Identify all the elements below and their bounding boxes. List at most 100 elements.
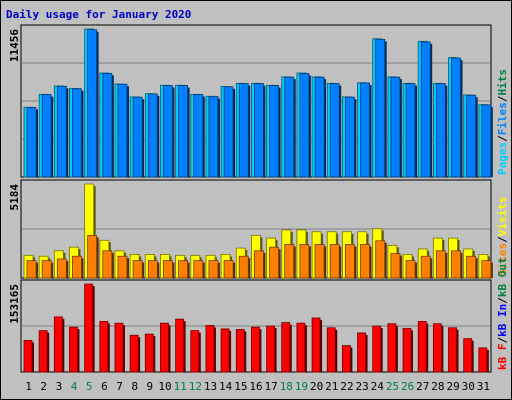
x-tick-day-14: 14: [219, 380, 233, 393]
x-tick-day-28: 28: [431, 380, 444, 393]
bar-kbf-day-10: [160, 322, 169, 373]
bar-sites-day-26: [405, 260, 416, 279]
bar-files-day-20: [314, 76, 325, 178]
x-tick-day-22: 22: [340, 380, 353, 393]
bar-sites-day-3: [56, 258, 67, 279]
legend-entry-sites: Sites: [496, 243, 509, 276]
bar-kbf-day-19: [296, 322, 306, 373]
bar-files-day-12: [193, 94, 204, 178]
bar-files-day-23: [360, 82, 370, 178]
ymax-label-middle: 5184: [8, 184, 21, 211]
bar-kbf-day-17: [266, 325, 275, 373]
bar-sites-day-28: [435, 250, 446, 279]
bar-kbf-day-16: [251, 326, 260, 373]
x-tick-day-7: 7: [116, 380, 123, 393]
bar-files-day-11: [178, 85, 189, 178]
bar-sites-day-22: [344, 244, 355, 279]
bar-kbf-day-8: [129, 334, 139, 373]
bar-files-day-2: [41, 94, 52, 178]
bar-kbf-day-14: [220, 328, 230, 373]
bar-sites-day-9: [147, 260, 158, 279]
bar-sites-day-31: [481, 260, 492, 279]
bar-kbf-day-30: [463, 338, 473, 373]
x-tick-day-24: 24: [371, 380, 385, 393]
bar-sites-day-8: [132, 260, 143, 279]
bar-files-day-26: [405, 83, 416, 178]
bar-kbf-day-18: [281, 322, 291, 373]
bar-files-day-15: [238, 83, 249, 178]
bar-files-day-17: [269, 85, 279, 178]
bar-kbf-day-15: [235, 329, 245, 373]
bar-files-day-16: [254, 83, 264, 178]
bar-files-day-30: [466, 94, 477, 178]
bar-files-day-19: [299, 72, 310, 178]
bar-files-day-31: [481, 104, 492, 178]
bar-sites-day-29: [451, 250, 461, 279]
bar-files-day-8: [132, 96, 143, 178]
bar-sites-day-2: [41, 260, 52, 279]
ymax-label-bottom: 153165: [8, 284, 21, 324]
x-tick-day-6: 6: [101, 380, 108, 393]
legend-entry-kb-in: kB In: [496, 304, 509, 337]
x-tick-day-17: 17: [265, 380, 278, 393]
legend-entry-hits: Hits: [496, 69, 509, 96]
ymax-label-top: 11456: [8, 29, 21, 62]
bar-files-day-22: [344, 96, 355, 178]
x-tick-day-11: 11: [174, 380, 187, 393]
bar-sites-day-16: [254, 250, 264, 279]
bar-files-day-10: [163, 85, 173, 178]
bar-kbf-day-24: [372, 325, 382, 373]
bar-sites-day-6: [102, 250, 113, 279]
bar-kbf-day-2: [38, 330, 48, 373]
bar-kbf-day-29: [448, 327, 457, 373]
bar-sites-day-23: [360, 244, 370, 279]
legend-separator: /: [496, 337, 509, 344]
bar-sites-day-20: [314, 244, 325, 279]
bar-kbf-day-9: [144, 333, 154, 373]
bar-files-day-28: [435, 83, 446, 178]
bar-files-day-7: [117, 83, 128, 178]
bar-kbf-day-13: [205, 325, 215, 373]
legend-separator: /: [496, 95, 509, 102]
bar-files-day-27: [420, 41, 431, 178]
bar-sites-day-30: [466, 255, 477, 279]
bar-sites-day-11: [178, 260, 189, 279]
bar-files-day-6: [102, 72, 113, 178]
bar-sites-day-27: [420, 255, 431, 279]
x-tick-day-4: 4: [71, 380, 78, 393]
x-tick-day-29: 29: [446, 380, 459, 393]
bar-kbf-day-5: [84, 283, 94, 373]
bar-sites-day-15: [238, 255, 249, 279]
bar-sites-day-19: [299, 244, 310, 279]
bar-files-day-4: [72, 88, 82, 178]
bar-sites-day-18: [284, 244, 295, 279]
x-tick-day-23: 23: [356, 380, 369, 393]
bar-sites-day-5: [87, 234, 98, 279]
x-tick-day-10: 10: [158, 380, 171, 393]
bar-files-day-3: [56, 85, 67, 178]
bar-files-day-24: [375, 39, 386, 178]
bar-sites-day-4: [72, 255, 82, 279]
bar-files-day-21: [329, 83, 340, 178]
legend-entry-kb-f: kB F: [496, 344, 509, 371]
bar-files-day-9: [147, 93, 158, 178]
legend-entry-files: Files: [496, 102, 509, 135]
bar-sites-day-14: [223, 260, 234, 279]
legend-entry-pages: Pages: [496, 142, 509, 175]
legend-separator: /: [496, 236, 509, 243]
legend-entry-visits: Visits: [496, 197, 509, 237]
bar-sites-day-10: [163, 260, 173, 279]
chart-title: Daily usage for January 2020: [6, 8, 192, 21]
x-tick-day-19: 19: [295, 380, 308, 393]
bar-kbf-day-21: [326, 327, 336, 373]
bar-sites-day-24: [375, 240, 386, 279]
x-tick-day-9: 9: [147, 380, 154, 393]
x-tick-day-27: 27: [416, 380, 429, 393]
bar-kbf-day-4: [69, 326, 78, 373]
bar-files-day-13: [208, 96, 219, 178]
bar-files-day-1: [26, 107, 37, 178]
x-tick-day-13: 13: [204, 380, 217, 393]
x-tick-day-5: 5: [86, 380, 93, 393]
bar-kbf-day-6: [99, 321, 109, 373]
bar-kbf-day-28: [432, 323, 442, 373]
